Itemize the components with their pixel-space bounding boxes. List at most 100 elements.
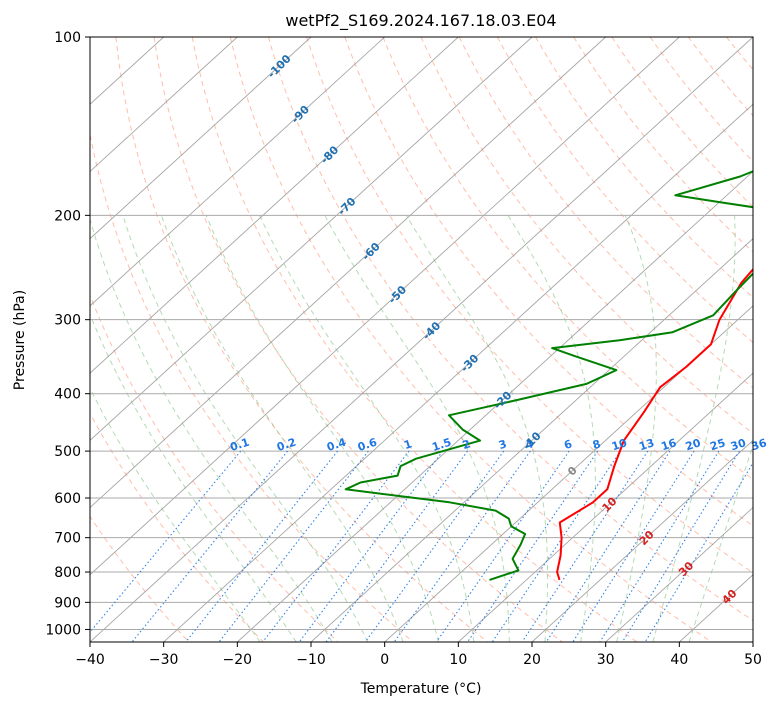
x-tick-label: 20 (523, 652, 541, 668)
y-tick-label: 900 (54, 595, 81, 611)
dry-adiabat-line (382, 37, 753, 481)
x-tick-label: −20 (223, 652, 253, 668)
mixing-ratio-label: 20 (684, 436, 703, 453)
dry-adiabat-line (765, 37, 775, 642)
dewpoint-profile-line (344, 170, 753, 581)
isotherm-line (605, 506, 753, 642)
dry-adiabat-line (90, 131, 414, 642)
y-tick-label: 100 (54, 30, 81, 46)
chart-title: wetPf2_S169.2024.167.18.03.E04 (285, 11, 556, 31)
isotherm-line (90, 37, 680, 576)
isotherm-line (531, 439, 753, 642)
mixing-ratio-label: 0.4 (325, 435, 348, 453)
moist-adiabat-line (90, 387, 261, 642)
plot-frame (89, 36, 754, 643)
mixing-ratio-label: 1.5 (430, 436, 453, 454)
mixing-ratio-label: 10 (610, 436, 629, 453)
y-tick-label: 300 (54, 313, 81, 329)
y-tick-label: 500 (54, 444, 81, 460)
mixing-ratio-line (131, 450, 289, 642)
isotherm-line (752, 641, 753, 642)
mixing-ratio-label: 1 (402, 437, 413, 452)
background-lines (90, 37, 775, 642)
moist-adiabat-line (688, 444, 753, 642)
mixing-ratio-line (364, 450, 505, 642)
dry-adiabat-line (90, 293, 339, 642)
mixing-ratio-line (467, 450, 599, 642)
x-tick-label: 40 (670, 652, 688, 668)
mixing-ratio-label: 16 (660, 436, 679, 453)
dry-adiabat-line (153, 37, 563, 642)
mixing-ratio-label: 30 (729, 436, 748, 453)
y-tick-label: 700 (54, 531, 81, 547)
moist-adiabat-line (652, 215, 736, 642)
isotherm-line (384, 305, 753, 642)
mixing-ratio-label: 3 (497, 437, 508, 452)
moist-adiabat-line (90, 313, 297, 642)
isotherm-line (90, 37, 459, 374)
dry-adiabat-line (191, 37, 638, 642)
mixing-ratio-label: 0.6 (356, 435, 379, 453)
mixing-ratio-line (621, 450, 740, 642)
isotherm-line (163, 103, 753, 642)
moist-adiabat-line (259, 215, 475, 642)
y-tick-label: 400 (54, 387, 81, 403)
mixing-ratio-label: 25 (708, 436, 727, 453)
mixing-ratio-line (185, 450, 339, 642)
dry-adiabat-line (535, 37, 753, 298)
moist-adiabat-line (160, 215, 404, 642)
mixing-ratio-line (644, 461, 753, 642)
isotherm-line (90, 37, 312, 240)
isotherm-line (90, 37, 753, 642)
y-tick-label: 800 (54, 565, 81, 581)
x-tick-label: 0 (380, 652, 389, 668)
dry-adiabat-line (496, 37, 753, 344)
y-tick-label: 200 (54, 208, 81, 224)
y-tick-label: 600 (54, 491, 81, 507)
mixing-ratio-label: 2 (461, 437, 472, 452)
isotherm-line (90, 37, 533, 441)
isotherm-line (90, 37, 606, 509)
profile-lines (344, 170, 753, 581)
mixing-ratio-line (435, 450, 570, 642)
moist-adiabat-line (507, 215, 596, 642)
temperature-profile-line (556, 267, 753, 581)
mixing-ratio-line (90, 450, 242, 634)
y-tick-label: 1000 (45, 622, 81, 638)
isotherm-line (310, 238, 753, 642)
isotherm-line (90, 37, 238, 173)
mixing-ratio-label: 0.2 (275, 436, 298, 454)
x-tick-label: −30 (149, 652, 179, 668)
dry-adiabat-line (268, 37, 753, 622)
x-tick-label: 50 (744, 652, 762, 668)
mixing-ratio-line (393, 450, 531, 642)
mixing-ratio-line (599, 450, 720, 642)
mixing-ratio-label: 8 (591, 437, 602, 452)
dry-adiabat-line (90, 412, 264, 642)
x-tick-label: 30 (597, 652, 615, 668)
moist-adiabat-line (205, 215, 439, 642)
isotherm-line (90, 37, 385, 307)
x-axis-ticks: −40 −30 −20 −10 0 10 20 30 40 50 (75, 642, 762, 668)
moist-adiabat-line (122, 215, 369, 642)
mixing-ratio-line (572, 450, 695, 642)
moist-adiabat-line (616, 215, 657, 642)
x-tick-label: 10 (449, 652, 467, 668)
mixing-ratio-line (262, 450, 410, 642)
x-axis-label: Temperature (°C) (360, 681, 482, 697)
mixing-ratio-label: 6 (562, 437, 574, 452)
y-axis-label: Pressure (hPa) (12, 290, 28, 390)
mixing-ratio-line (218, 450, 369, 642)
mixing-ratio-label: 0.1 (228, 436, 251, 454)
mixing-ratio-label: 36 (750, 436, 769, 453)
isotherm-line (458, 372, 753, 642)
mixing-ratio-label: 13 (637, 436, 656, 453)
moist-adiabat-line (405, 215, 549, 642)
moist-adiabat-line (90, 217, 333, 642)
x-tick-label: −10 (296, 652, 326, 668)
moist-adiabat-line (324, 215, 510, 642)
dry-adiabat-line (115, 37, 488, 642)
y-axis-ticks: 100 200 300 400 500 600 700 800 900 1000 (45, 30, 90, 638)
